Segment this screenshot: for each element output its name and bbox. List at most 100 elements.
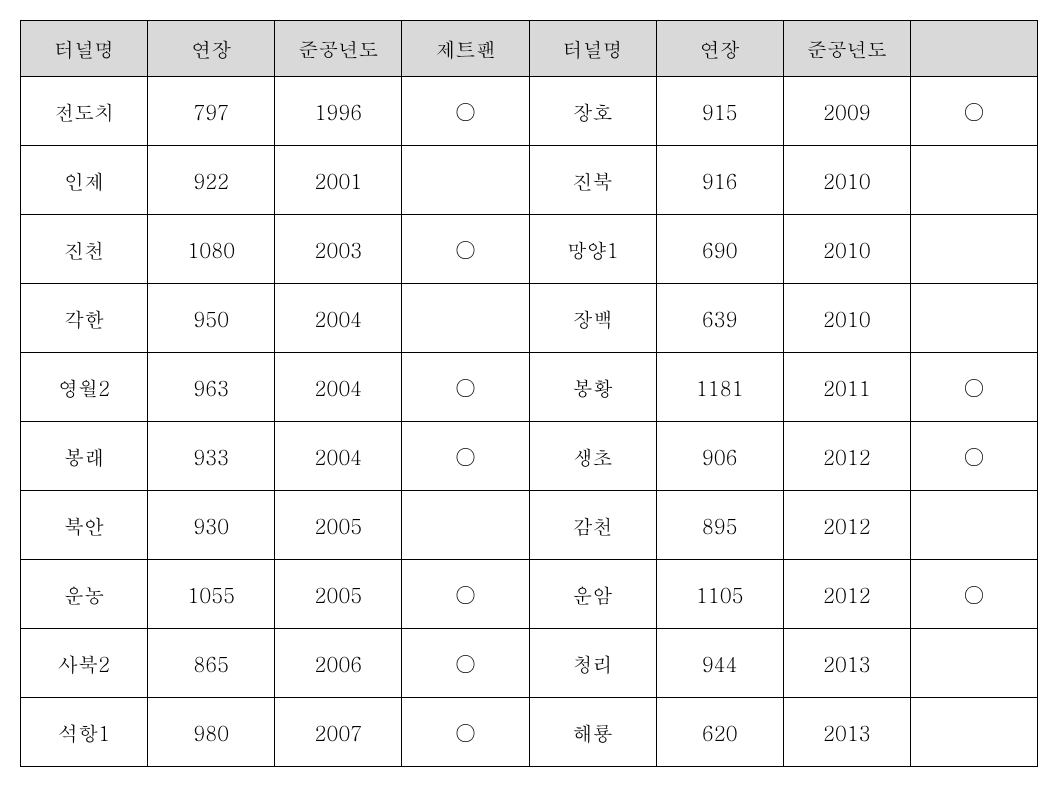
table-cell: 2004 bbox=[275, 284, 402, 353]
table-cell: 청리 bbox=[529, 629, 656, 698]
table-cell: 2006 bbox=[275, 629, 402, 698]
table-row: 전도치7971996○장호9152009○ bbox=[21, 77, 1038, 146]
table-cell: 1055 bbox=[148, 560, 275, 629]
header-cell bbox=[910, 21, 1037, 77]
table-cell: 950 bbox=[148, 284, 275, 353]
table-cell: 2012 bbox=[783, 560, 910, 629]
table-cell: 해룡 bbox=[529, 698, 656, 767]
table-cell: ○ bbox=[402, 629, 529, 698]
table-cell: 1080 bbox=[148, 215, 275, 284]
table-cell: 장호 bbox=[529, 77, 656, 146]
table-cell: 진천 bbox=[21, 215, 148, 284]
table-cell: 933 bbox=[148, 422, 275, 491]
table-cell bbox=[402, 146, 529, 215]
table-cell: 진북 bbox=[529, 146, 656, 215]
table-cell: 620 bbox=[656, 698, 783, 767]
table-cell: 690 bbox=[656, 215, 783, 284]
table-cell bbox=[910, 491, 1037, 560]
table-cell: 906 bbox=[656, 422, 783, 491]
table-cell: 석항1 bbox=[21, 698, 148, 767]
table-cell: ○ bbox=[402, 353, 529, 422]
table-cell: 963 bbox=[148, 353, 275, 422]
table-cell: 운암 bbox=[529, 560, 656, 629]
table-cell: ○ bbox=[402, 215, 529, 284]
header-cell: 준공년도 bbox=[275, 21, 402, 77]
table-cell: 916 bbox=[656, 146, 783, 215]
table-cell: ○ bbox=[910, 560, 1037, 629]
table-cell: 2010 bbox=[783, 284, 910, 353]
table-cell bbox=[910, 284, 1037, 353]
tunnel-table: 터널명 연장 준공년도 제트팬 터널명 연장 준공년도 전도치7971996○장… bbox=[20, 20, 1038, 767]
table-cell: 980 bbox=[148, 698, 275, 767]
table-row: 봉래9332004○생초9062012○ bbox=[21, 422, 1038, 491]
table-cell: 922 bbox=[148, 146, 275, 215]
table-cell: 감천 bbox=[529, 491, 656, 560]
header-cell: 터널명 bbox=[529, 21, 656, 77]
table-cell: 인제 bbox=[21, 146, 148, 215]
table-cell: 망양1 bbox=[529, 215, 656, 284]
table-cell bbox=[402, 491, 529, 560]
table-row: 인제9222001 진북9162010 bbox=[21, 146, 1038, 215]
table-cell: 797 bbox=[148, 77, 275, 146]
table-cell: 2013 bbox=[783, 698, 910, 767]
table-cell: 2009 bbox=[783, 77, 910, 146]
table-cell: 운농 bbox=[21, 560, 148, 629]
table-row: 운농10552005○운암11052012○ bbox=[21, 560, 1038, 629]
table-cell: 944 bbox=[656, 629, 783, 698]
table-cell: 2004 bbox=[275, 422, 402, 491]
table-cell: ○ bbox=[402, 560, 529, 629]
table-cell: 생초 bbox=[529, 422, 656, 491]
table-cell: 2007 bbox=[275, 698, 402, 767]
table-cell: 895 bbox=[656, 491, 783, 560]
table-row: 진천10802003○망양16902010 bbox=[21, 215, 1038, 284]
table-cell: 2005 bbox=[275, 491, 402, 560]
table-cell: 1181 bbox=[656, 353, 783, 422]
header-cell: 제트팬 bbox=[402, 21, 529, 77]
table-cell bbox=[910, 215, 1037, 284]
table-cell: 2011 bbox=[783, 353, 910, 422]
table-cell: 2004 bbox=[275, 353, 402, 422]
header-cell: 터널명 bbox=[21, 21, 148, 77]
table-cell: 2001 bbox=[275, 146, 402, 215]
table-cell: ○ bbox=[402, 422, 529, 491]
header-cell: 준공년도 bbox=[783, 21, 910, 77]
table-cell: 2012 bbox=[783, 422, 910, 491]
table-cell: 1105 bbox=[656, 560, 783, 629]
table-cell: 사북2 bbox=[21, 629, 148, 698]
table-cell: 865 bbox=[148, 629, 275, 698]
table-body: 전도치7971996○장호9152009○인제9222001진북9162010진… bbox=[21, 77, 1038, 767]
table-cell: 915 bbox=[656, 77, 783, 146]
table-cell: ○ bbox=[402, 698, 529, 767]
table-header-row: 터널명 연장 준공년도 제트팬 터널명 연장 준공년도 bbox=[21, 21, 1038, 77]
table-cell bbox=[910, 698, 1037, 767]
table-cell: 639 bbox=[656, 284, 783, 353]
table-cell: ○ bbox=[910, 77, 1037, 146]
table-cell: ○ bbox=[910, 422, 1037, 491]
table-cell: 2013 bbox=[783, 629, 910, 698]
header-cell: 연장 bbox=[656, 21, 783, 77]
table-cell: 1996 bbox=[275, 77, 402, 146]
table-cell: 봉황 bbox=[529, 353, 656, 422]
table-cell bbox=[402, 284, 529, 353]
table-row: 사북28652006○청리9442013 bbox=[21, 629, 1038, 698]
table-cell: 2012 bbox=[783, 491, 910, 560]
table-row: 석항19802007○해룡6202013 bbox=[21, 698, 1038, 767]
table-cell bbox=[910, 629, 1037, 698]
table-cell: 북안 bbox=[21, 491, 148, 560]
table-cell: ○ bbox=[402, 77, 529, 146]
table-cell: ○ bbox=[910, 353, 1037, 422]
table-cell: 전도치 bbox=[21, 77, 148, 146]
table-cell: 장백 bbox=[529, 284, 656, 353]
table-cell: 봉래 bbox=[21, 422, 148, 491]
header-cell: 연장 bbox=[148, 21, 275, 77]
table-cell: 2005 bbox=[275, 560, 402, 629]
table-cell bbox=[910, 146, 1037, 215]
table-cell: 2003 bbox=[275, 215, 402, 284]
table-row: 북안9302005감천8952012 bbox=[21, 491, 1038, 560]
table-row: 각한9502004 장백6392010 bbox=[21, 284, 1038, 353]
table-cell: 2010 bbox=[783, 146, 910, 215]
table-cell: 영월2 bbox=[21, 353, 148, 422]
table-cell: 각한 bbox=[21, 284, 148, 353]
table-row: 영월29632004○봉황11812011○ bbox=[21, 353, 1038, 422]
table-cell: 2010 bbox=[783, 215, 910, 284]
